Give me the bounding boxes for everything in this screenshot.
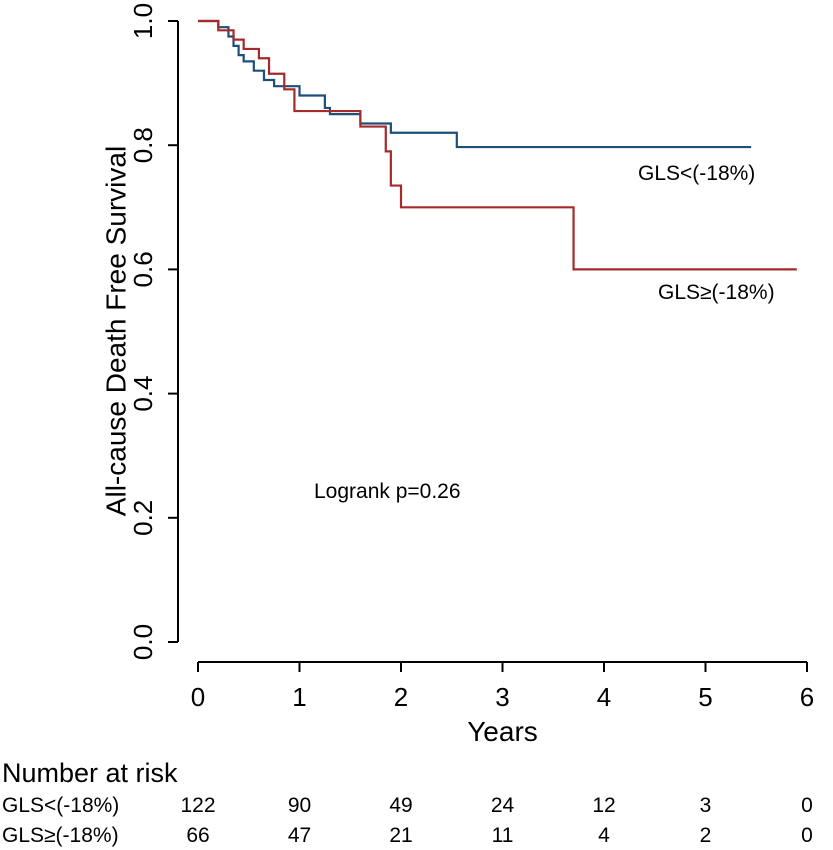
risk-count: 49 (389, 794, 412, 817)
y-tick-label: 0.4 (128, 376, 158, 412)
survival-curve-gls-below (198, 19, 752, 149)
y-axis-ticks: 0.0 0.2 0.4 0.6 0.8 1.0 (128, 3, 178, 660)
risk-count: 90 (288, 794, 311, 817)
survival-curve-gls-above (198, 19, 797, 271)
x-tick-label: 2 (394, 682, 408, 712)
y-tick-label: 0.8 (128, 127, 158, 163)
y-axis-title: All-cause Death Free Survival (100, 146, 131, 516)
survival-curves: GLS<(-18%) GLS≥(-18%) (198, 19, 797, 304)
x-tick-label: 0 (191, 682, 205, 712)
risk-count: 0 (801, 794, 813, 817)
y-tick-label: 0.6 (128, 251, 158, 287)
x-axis-ticks: 0 1 2 3 4 5 6 (191, 662, 814, 712)
x-tick-label: 5 (698, 682, 712, 712)
logrank-annotation: Logrank p=0.26 (314, 480, 461, 503)
risk-count: 12 (592, 794, 615, 817)
risk-count: 47 (288, 824, 311, 847)
y-tick-label: 0.0 (128, 624, 158, 660)
risk-count: 3 (700, 794, 712, 817)
number-at-risk-title: Number at risk (2, 758, 178, 788)
y-tick-label: 1.0 (128, 3, 158, 39)
y-tick-label: 0.2 (128, 500, 158, 536)
risk-count: 24 (491, 794, 515, 817)
risk-count: 122 (180, 794, 215, 817)
x-tick-label: 1 (292, 682, 306, 712)
risk-row-label: GLS<(-18%) (2, 794, 119, 817)
series-label: GLS<(-18%) (638, 162, 755, 185)
risk-count: 66 (186, 824, 209, 847)
x-tick-label: 4 (597, 682, 611, 712)
series-label: GLS≥(-18%) (658, 281, 775, 304)
risk-count: 2 (700, 824, 712, 847)
risk-count: 11 (492, 824, 514, 847)
risk-count: 0 (801, 824, 813, 847)
number-at-risk-table: Number at risk GLS<(-18%) 122 90 49 24 12 3 0GL… (2, 758, 813, 847)
x-tick-label: 3 (495, 682, 509, 712)
risk-row-label: GLS≥(-18%) (2, 824, 119, 847)
x-axis-title: Years (467, 716, 538, 747)
risk-count: 21 (389, 824, 412, 847)
x-tick-label: 6 (800, 682, 814, 712)
risk-count: 4 (598, 824, 610, 847)
